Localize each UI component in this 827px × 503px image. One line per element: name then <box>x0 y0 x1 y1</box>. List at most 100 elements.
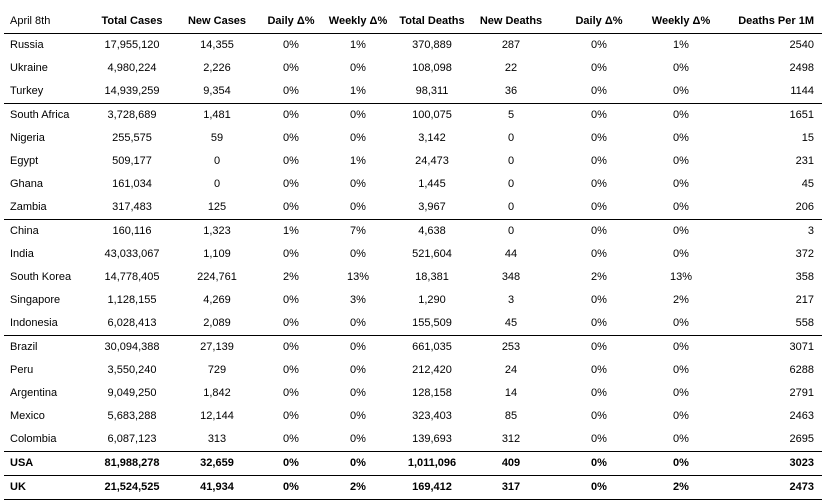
table-cell: 2463 <box>789 410 814 422</box>
table-cell: 0% <box>258 428 324 452</box>
table-cell: 0% <box>283 410 299 422</box>
table-row: China 160,116 1,323 1% 7% 4,638 0 0% 0% 3 <box>4 220 822 244</box>
table-cell: 17,955,120 <box>104 39 160 51</box>
table-cell: 0 <box>507 225 515 237</box>
country-cell: Brazil <box>10 341 38 353</box>
table-cell: 0% <box>591 410 607 422</box>
table-cell: 217 <box>795 294 814 306</box>
new-deaths-header: New Deaths <box>472 10 550 34</box>
table-cell: 0% <box>283 178 299 190</box>
table-cell: 1% <box>350 39 366 51</box>
table-cell: 0% <box>350 364 366 376</box>
table-cell: 0% <box>648 312 714 336</box>
table-cell: 1% <box>324 80 392 104</box>
table-cell: 0% <box>648 80 714 104</box>
table-cell: 0% <box>258 196 324 220</box>
country-cell: Turkey <box>4 80 88 104</box>
table-cell: 6,028,413 <box>88 312 176 336</box>
table-cell: 5 <box>507 109 515 121</box>
table-cell: 0% <box>591 364 607 376</box>
table-cell: 13% <box>669 271 693 283</box>
table-cell: 0% <box>591 248 607 260</box>
table-cell: 2540 <box>789 39 814 51</box>
table-cell: 0% <box>350 109 366 121</box>
table-cell: 27,139 <box>200 341 234 353</box>
table-cell: 348 <box>501 271 521 283</box>
table-cell: 59 <box>210 132 224 144</box>
table-cell: 2473 <box>714 475 822 500</box>
table-cell: 0% <box>283 132 299 144</box>
table-cell: 0% <box>283 341 299 353</box>
table-cell: 3% <box>350 294 366 306</box>
table-row: Ghana 161,034 0 0% 0% 1,445 0 0% 0% 45 <box>4 173 822 196</box>
table-cell: 3 <box>807 225 814 237</box>
table-cell: 0% <box>550 475 648 500</box>
table-cell: 0% <box>591 225 607 237</box>
table-cell: 3023 <box>714 451 822 476</box>
table-row: Nigeria 255,575 59 0% 0% 3,142 0 0% 0% 15 <box>4 127 822 150</box>
table-cell: 370,889 <box>412 39 452 51</box>
table-cell: 206 <box>714 196 822 220</box>
table-cell: 2,089 <box>176 312 258 336</box>
country-cell: Indonesia <box>4 312 88 336</box>
table-cell: 1% <box>350 155 366 167</box>
table-cell: 32,659 <box>176 451 258 476</box>
table-row: Egypt 509,177 0 0% 1% 24,473 0 0% 0% 231 <box>4 150 822 173</box>
table-cell: 0% <box>673 62 689 74</box>
table-cell: 0% <box>648 451 714 476</box>
table-cell: 0% <box>350 248 366 260</box>
table-cell: 155,509 <box>392 312 472 336</box>
table-row: Argentina 9,049,250 1,842 0% 0% 128,158 14 0% 0%… <box>4 382 822 405</box>
table-row: Zambia 317,483 125 0% 0% 3,967 0 0% 0% 206 <box>4 196 822 220</box>
table-cell: 21,524,525 <box>88 475 176 500</box>
country-cell: Russia <box>10 39 44 51</box>
table-cell: 0% <box>591 132 607 144</box>
table-cell: 312 <box>472 428 550 452</box>
table-cell: 0% <box>648 428 714 452</box>
table-cell: 0% <box>550 428 648 452</box>
country-cell: Egypt <box>10 155 39 167</box>
table-cell: 14,939,259 <box>88 80 176 104</box>
table-cell: 409 <box>472 451 550 476</box>
country-cell: Ukraine <box>10 62 48 74</box>
table-cell: 13% <box>346 271 370 283</box>
table-cell: 0% <box>673 178 689 190</box>
table-cell: 45 <box>801 178 814 190</box>
table-cell: 4,980,224 <box>107 62 157 74</box>
table-cell: 9,049,250 <box>107 387 157 399</box>
table-cell: 125 <box>176 196 258 220</box>
table-cell: 2% <box>673 294 689 306</box>
country-cell: Singapore <box>10 294 61 306</box>
table-row: Turkey 14,939,259 9,354 0% 1% 98,311 36 0% 0% 114… <box>4 80 822 104</box>
table-cell: 0% <box>324 451 392 476</box>
table-cell: 0% <box>673 410 689 422</box>
table-cell: 0% <box>648 196 714 220</box>
table-cell: 0% <box>673 364 689 376</box>
table-cell: 0% <box>591 178 607 190</box>
table-cell: 313 <box>176 428 258 452</box>
table-cell: 128,158 <box>412 387 452 399</box>
table-cell: 6,087,123 <box>88 428 176 452</box>
table-cell: 0% <box>673 132 689 144</box>
table-cell: 1,290 <box>418 294 446 306</box>
table-cell: 0% <box>591 341 607 353</box>
table-cell: 372 <box>795 248 814 260</box>
table-cell: 6288 <box>789 364 814 376</box>
table-cell: 0% <box>673 155 689 167</box>
weekly-deaths-change-header: Weekly Δ% <box>648 10 714 34</box>
table-row: Peru 3,550,240 729 0% 0% 212,420 24 0% 0% 6288 <box>4 359 822 382</box>
table-cell: 0% <box>283 109 299 121</box>
table-cell: 0% <box>283 62 299 74</box>
table-cell: 0% <box>258 80 324 104</box>
table-cell: 0 <box>507 155 515 167</box>
table-cell: 231 <box>795 155 814 167</box>
table-cell: 0% <box>258 451 324 476</box>
new-cases-header: New Cases <box>176 10 258 34</box>
table-cell: 81,988,278 <box>88 451 176 476</box>
country-cell: Colombia <box>4 428 88 452</box>
table-cell: 0% <box>673 387 689 399</box>
table-cell: 0% <box>673 225 689 237</box>
table-cell: 3 <box>507 294 515 306</box>
table-cell: 169,412 <box>392 475 472 500</box>
